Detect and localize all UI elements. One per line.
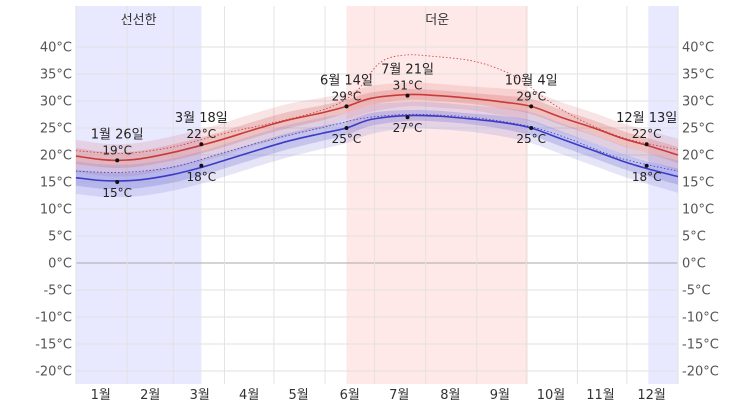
y-tick-right: -20°C xyxy=(682,365,719,380)
low-point-4 xyxy=(529,126,534,130)
low-point-1 xyxy=(199,163,204,168)
annotation-low-5: 18°C xyxy=(632,170,662,184)
season-band-2 xyxy=(648,6,678,384)
high-point-1 xyxy=(199,142,204,147)
x-tick-month: 9월 xyxy=(490,388,510,403)
annotation-low-0: 15°C xyxy=(102,186,132,200)
annotation-high-1: 22°C xyxy=(187,127,217,141)
y-tick-left: 40°C xyxy=(40,41,72,56)
low-point-5 xyxy=(644,163,649,168)
x-tick-month: 5월 xyxy=(289,388,309,403)
x-tick-month: 8월 xyxy=(440,388,460,403)
y-tick-right: 0°C xyxy=(682,257,706,272)
season-label-0: 선선한 xyxy=(121,13,157,28)
y-tick-right: 15°C xyxy=(682,176,714,191)
y-tick-right: 20°C xyxy=(682,149,714,164)
y-tick-left: 35°C xyxy=(40,68,72,83)
high-point-4 xyxy=(529,104,534,109)
high-point-2 xyxy=(344,104,349,109)
annotation-date-2: 6월 14일 xyxy=(320,73,373,88)
axes: -20°C -20°C -15°C -15°C -10°C -10°C -5°C -5°C 0°… xyxy=(35,41,719,404)
season-label-1: 더운 xyxy=(425,13,449,28)
y-tick-left: 20°C xyxy=(40,149,72,164)
low-point-3 xyxy=(405,115,410,120)
season-band-0 xyxy=(76,6,202,384)
annotation-date-3: 7월 21일 xyxy=(381,63,434,78)
high-line xyxy=(75,93,679,162)
y-tick-left: -5°C xyxy=(43,284,72,299)
y-tick-right: 10°C xyxy=(682,203,714,218)
y-tick-left: 5°C xyxy=(48,230,72,245)
annotation-date-5: 12월 13일 xyxy=(616,111,677,126)
y-tick-left: 30°C xyxy=(40,95,72,110)
y-tick-left: 10°C xyxy=(40,203,72,218)
low-inner-band xyxy=(76,110,678,190)
annotation-low-3: 27°C xyxy=(393,121,423,135)
annotation-date-0: 1월 26일 xyxy=(91,127,144,142)
low-point-0 xyxy=(115,180,120,184)
annotation-date-4: 10월 4일 xyxy=(505,73,558,88)
annotation-low-1: 18°C xyxy=(187,170,217,184)
annotation-low-4: 25°C xyxy=(516,132,546,146)
high-point-3 xyxy=(405,93,410,98)
low-point-2 xyxy=(344,126,349,130)
x-tick-month: 11월 xyxy=(586,388,615,403)
annotation-high-0: 19°C xyxy=(102,143,132,157)
x-tick-month: 3월 xyxy=(190,388,210,403)
y-tick-left: 25°C xyxy=(40,122,72,137)
x-tick-month: 4월 xyxy=(239,388,259,403)
y-tick-right: 25°C xyxy=(682,122,714,137)
x-tick-month: 2월 xyxy=(140,388,160,403)
y-tick-right: -10°C xyxy=(682,311,719,326)
x-tick-month: 12월 xyxy=(637,388,666,403)
y-tick-left: 15°C xyxy=(40,176,72,191)
dotted-lower-line xyxy=(75,113,679,173)
y-tick-left: 0°C xyxy=(48,257,72,272)
y-tick-left: -15°C xyxy=(35,338,72,353)
y-tick-right: 5°C xyxy=(682,230,706,245)
high-point-0 xyxy=(115,158,120,163)
season-bands: 선선한 더운 xyxy=(76,6,678,384)
annotation-date-1: 3월 18일 xyxy=(175,111,228,126)
y-tick-right: -15°C xyxy=(682,338,719,353)
y-tick-right: 40°C xyxy=(682,41,714,56)
y-tick-right: -5°C xyxy=(682,284,711,299)
x-tick-month: 10월 xyxy=(537,388,566,403)
annotation-high-5: 22°C xyxy=(632,127,662,141)
annotation-high-3: 31°C xyxy=(393,79,423,93)
x-tick-month: 1월 xyxy=(91,388,111,403)
season-band-1 xyxy=(346,6,528,384)
high-inner-band xyxy=(76,89,678,168)
y-tick-right: 35°C xyxy=(682,68,714,83)
y-tick-left: -20°C xyxy=(35,365,72,380)
x-tick-month: 7월 xyxy=(389,388,409,403)
annotation-high-2: 29°C xyxy=(332,89,362,103)
x-tick-month: 6월 xyxy=(340,388,360,403)
annotation-high-4: 29°C xyxy=(516,89,546,103)
high-point-5 xyxy=(644,142,649,147)
grid xyxy=(75,6,679,384)
y-tick-left: -10°C xyxy=(35,311,72,326)
temperature-lines xyxy=(75,54,679,182)
y-tick-right: 30°C xyxy=(682,95,714,110)
low-line xyxy=(75,114,679,182)
annotation-low-2: 25°C xyxy=(332,132,362,146)
